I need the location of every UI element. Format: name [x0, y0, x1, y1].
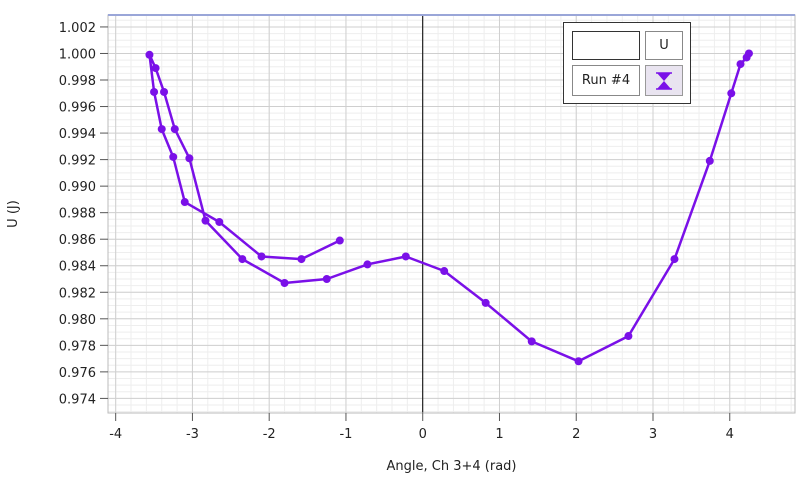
legend-header[interactable]: U [645, 31, 683, 60]
y-axis: 0.974 0.976 0.978 0.980 0.982 0.984 0.986 0.988… [59, 21, 108, 407]
x-tick-label: -4 [109, 427, 122, 442]
data-point [238, 255, 247, 264]
series-points [145, 49, 753, 366]
data-point [145, 50, 154, 59]
y-tick-label: 0.988 [59, 207, 96, 222]
data-point [322, 275, 331, 284]
data-point [169, 152, 178, 161]
legend-marker-icon[interactable] [645, 65, 683, 96]
data-point [401, 252, 410, 261]
x-tick-label: 0 [419, 427, 427, 442]
data-point [257, 252, 266, 261]
legend-blank-cell[interactable] [572, 31, 640, 60]
y-tick-label: 0.996 [59, 101, 96, 116]
y-tick-label: 0.982 [59, 286, 96, 301]
y-tick-label: 0.998 [59, 74, 96, 89]
x-tick-label: 1 [495, 427, 503, 442]
legend: U Run #4 [563, 22, 691, 104]
y-tick-label: 1.002 [59, 21, 96, 36]
x-tick-label: -2 [263, 427, 276, 442]
y-tick-label: 0.990 [59, 180, 96, 195]
data-point [335, 236, 344, 245]
y-tick-label: 0.984 [59, 260, 96, 275]
y-axis-title: U (J) [6, 200, 21, 228]
data-point [574, 357, 583, 366]
y-tick-label: 0.980 [59, 313, 96, 328]
x-tick-label: -1 [339, 427, 352, 442]
y-tick-label: 1.000 [59, 47, 96, 62]
data-point [624, 332, 633, 341]
data-point [705, 156, 714, 165]
data-point [670, 255, 679, 264]
x-axis-title: Angle, Ch 3+4 (rad) [387, 459, 517, 474]
x-axis: -4 -3 -2 -1 0 1 2 3 4 [109, 413, 734, 442]
x-tick-label: 3 [649, 427, 657, 442]
data-point [150, 87, 159, 96]
x-tick-label: -3 [186, 427, 199, 442]
data-point [481, 298, 490, 307]
x-tick-label: 2 [572, 427, 580, 442]
data-point [160, 87, 169, 96]
data-point [180, 198, 189, 207]
y-tick-label: 0.986 [59, 233, 96, 248]
y-tick-label: 0.976 [59, 366, 96, 381]
data-point [157, 125, 166, 134]
data-point [280, 278, 289, 287]
series-line [148, 52, 750, 363]
hourglass-icon [656, 71, 672, 90]
data-point [151, 64, 160, 73]
data-point [215, 217, 224, 226]
x-tick-label: 4 [726, 427, 734, 442]
y-tick-label: 0.978 [59, 339, 96, 354]
series-lines [148, 52, 750, 363]
y-tick-label: 0.992 [59, 154, 96, 169]
data-point [727, 89, 736, 98]
data-point [170, 125, 179, 134]
y-tick-label: 0.974 [59, 392, 96, 407]
data-point [527, 337, 536, 346]
data-point [744, 49, 753, 58]
data-point [736, 60, 745, 69]
y-tick-label: 0.994 [59, 127, 96, 142]
legend-series-label[interactable]: Run #4 [572, 65, 640, 96]
data-point [363, 260, 372, 269]
data-point [440, 267, 449, 276]
data-point [185, 154, 194, 163]
data-point [201, 216, 210, 225]
data-point [297, 255, 306, 264]
